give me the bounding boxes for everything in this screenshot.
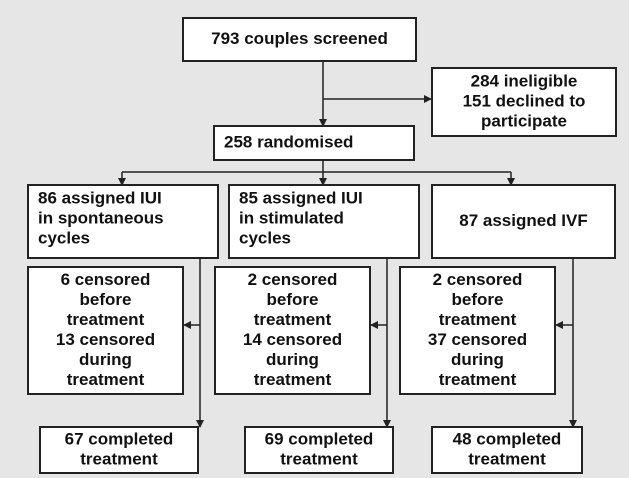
node-label: cycles [239,228,291,247]
node-label: treatment [80,449,158,468]
node-label: before [80,290,132,309]
node-label: 67 completed [65,429,174,448]
node-box [27,184,219,259]
node-label: 2 censored [433,270,523,289]
node-label: in stimulated [239,208,344,227]
node-label: 87 assigned IVF [459,211,588,230]
node-label: 14 censored [243,330,342,349]
node-label: 13 censored [56,330,155,349]
node-box [399,266,556,395]
node-label: 69 completed [265,429,374,448]
node-label: 258 randomised [224,132,353,151]
node-label: cycles [38,228,90,247]
node-label: before [267,290,319,309]
node-label: 793 couples screened [211,29,388,48]
node-box [39,426,199,474]
node-box [27,266,184,395]
node-box [213,125,415,161]
node-label: during [451,350,504,369]
node-label: 85 assigned IUI [239,188,363,207]
node-label: treatment [439,310,517,329]
node-label: 151 declined to [463,91,586,110]
node-label: before [452,290,504,309]
node-label: treatment [67,370,145,389]
node-label: during [79,350,132,369]
node-box [214,266,371,395]
node-label: treatment [468,449,546,468]
node-box [244,426,394,474]
node-label: 48 completed [453,429,562,448]
node-box [182,17,417,62]
node-box [431,67,617,137]
node-label: 2 censored [248,270,338,289]
node-label: treatment [67,310,145,329]
node-label: 6 censored [61,270,151,289]
node-label: participate [481,111,567,130]
node-label: treatment [439,370,517,389]
node-label: 37 censored [428,330,527,349]
connectors [118,61,577,428]
node-box [228,184,420,259]
node-box [431,426,583,474]
node-label: in spontaneous [38,208,164,227]
node-label: treatment [254,310,332,329]
node-label: during [266,350,319,369]
node-label: treatment [280,449,358,468]
node-box [431,184,616,259]
node-label: treatment [254,370,332,389]
node-label: 86 assigned IUI [38,188,162,207]
node-label: 284 ineligible [471,71,578,90]
